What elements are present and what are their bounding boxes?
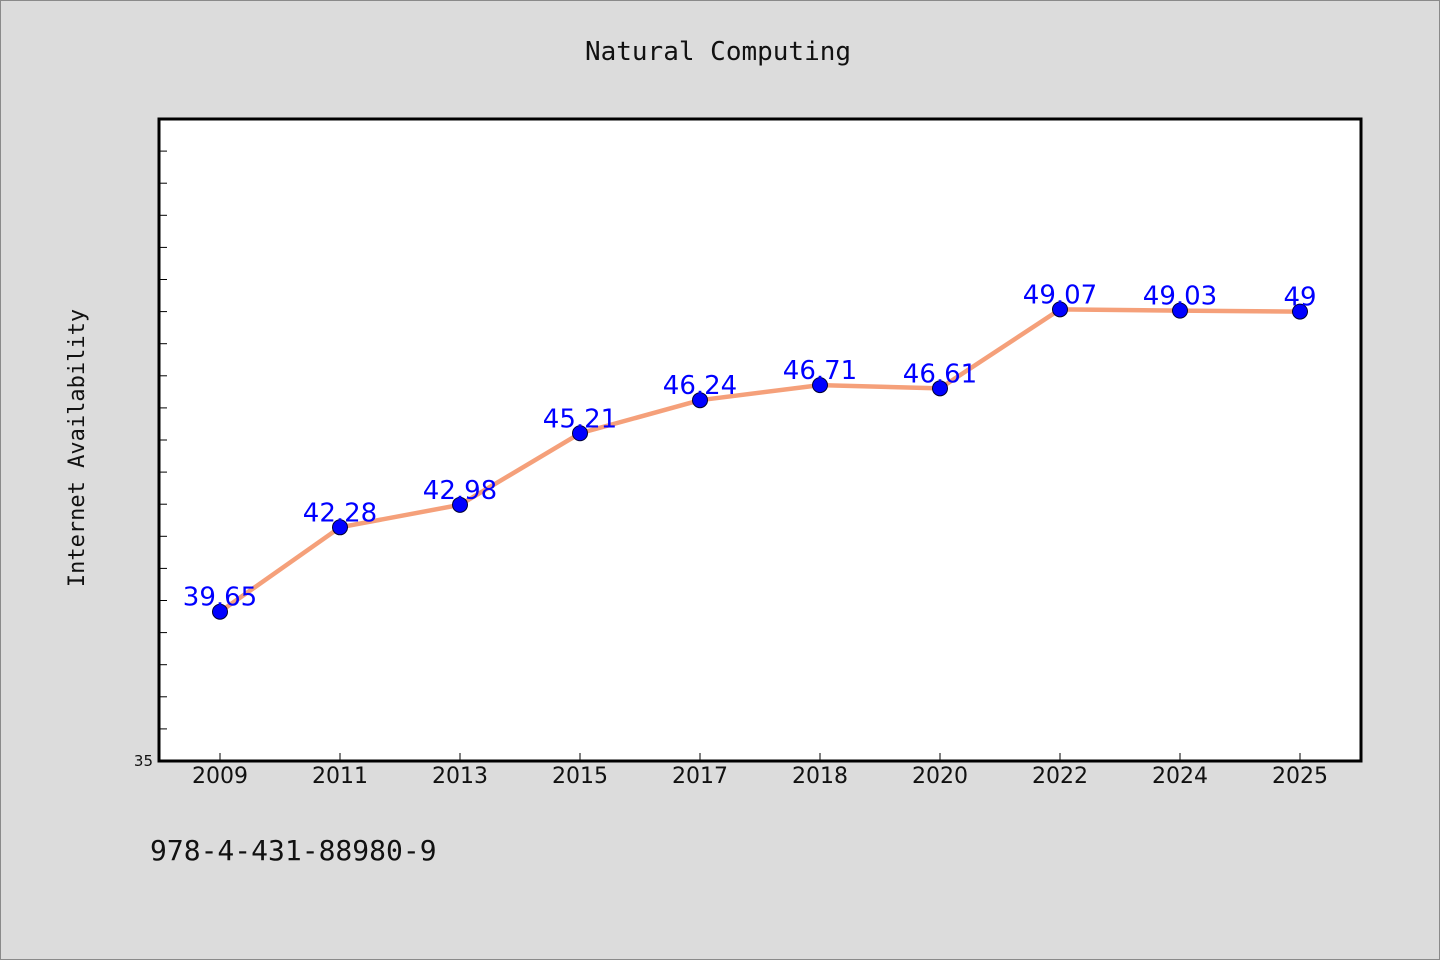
data-point [332, 519, 348, 536]
data-label: 45.21 [543, 404, 617, 434]
x-tick-label: 2013 [432, 764, 488, 789]
data-point [452, 496, 468, 513]
data-label: 42.98 [423, 476, 497, 506]
x-tick-label: 2024 [1152, 764, 1208, 789]
data-label: 39.65 [183, 583, 257, 613]
x-tick-label: 2009 [192, 764, 248, 789]
data-label: 46.61 [903, 359, 977, 389]
footer-isbn: 978-4-431-88980-9 [150, 834, 437, 867]
data-label: 49 [1283, 283, 1316, 313]
x-tick-label: 2020 [912, 764, 968, 789]
data-label: 46.71 [783, 356, 857, 386]
data-label: 49.03 [1143, 282, 1217, 312]
data-point [692, 392, 708, 409]
y-ticks [159, 150, 167, 730]
data-label: 42.28 [303, 498, 377, 528]
series-markers [212, 301, 1308, 620]
series-line [218, 307, 1301, 614]
x-tick-label: 2015 [552, 764, 608, 789]
data-label: 49.07 [1023, 280, 1097, 310]
x-ticks: 2009 2011 2013 2015 2017 2018 2020 2022 2024 2025 [192, 753, 1328, 789]
plot-area [157, 117, 1363, 763]
x-tick-label: 2018 [792, 764, 848, 789]
data-point [1172, 302, 1188, 319]
y-tick-label-min: 35 [134, 752, 153, 770]
data-point [212, 603, 228, 620]
x-tick-label: 2025 [1272, 764, 1328, 789]
x-tick-label: 2017 [672, 764, 728, 789]
data-point [812, 377, 828, 394]
chart-title: Natural Computing [585, 37, 851, 67]
y-axis-label: Internet Availability [65, 309, 90, 587]
data-label: 46.24 [663, 371, 737, 401]
data-labels: 39.65 42.28 42.98 45.21 46.24 46.71 46.61 49.07… [183, 280, 1317, 612]
data-point [572, 425, 588, 442]
data-point [1052, 301, 1068, 318]
x-tick-label: 2011 [312, 764, 368, 789]
data-point [932, 380, 948, 397]
x-tick-label: 2022 [1032, 764, 1088, 789]
data-point [1292, 303, 1308, 320]
